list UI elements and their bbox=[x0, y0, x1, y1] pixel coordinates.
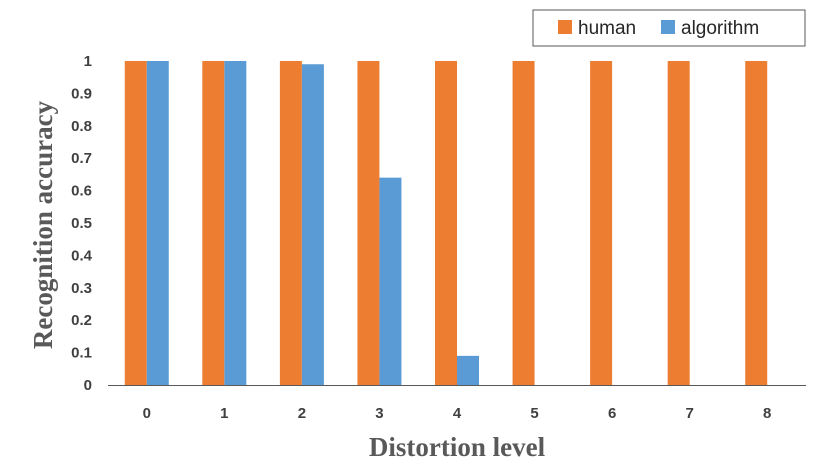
bar-human-6 bbox=[590, 61, 613, 385]
y-axis-ticks: 0 0.1 0.2 0.3 0.4 0.5 0.6 0.7 0.8 0.9 1 bbox=[71, 53, 93, 394]
x-tick-label: 6 bbox=[608, 405, 616, 422]
x-axis-title: Distortion level bbox=[369, 432, 546, 462]
x-tick-label: 3 bbox=[375, 405, 383, 422]
y-tick-label: 0.5 bbox=[71, 215, 92, 232]
bar-algorithm-2 bbox=[301, 64, 324, 386]
legend-swatch-human bbox=[558, 20, 572, 34]
bar-human-4 bbox=[435, 61, 457, 385]
x-tick-label: 0 bbox=[143, 405, 151, 422]
y-tick-label: 1 bbox=[84, 53, 92, 70]
y-axis-title: Recognition accuracy bbox=[28, 100, 58, 349]
legend-swatch-algorithm bbox=[661, 20, 675, 34]
y-tick-label: 0.3 bbox=[71, 280, 92, 297]
legend-label-human: human bbox=[578, 18, 636, 39]
legend: human algorithm bbox=[532, 9, 806, 47]
bar-algorithm-0 bbox=[146, 61, 169, 385]
y-tick-label: 0.7 bbox=[71, 150, 92, 167]
legend-label-algorithm: algorithm bbox=[681, 18, 759, 39]
bar-human-1 bbox=[202, 61, 225, 385]
bar-human-7 bbox=[667, 61, 690, 385]
x-tick-label: 7 bbox=[685, 405, 693, 422]
y-tick-label: 0.4 bbox=[71, 247, 93, 264]
bar-human-0 bbox=[124, 61, 147, 385]
bar-algorithm-4 bbox=[457, 355, 479, 385]
y-tick-label: 0.9 bbox=[71, 85, 92, 102]
y-tick-label: 0.2 bbox=[71, 312, 92, 329]
bar-human-3 bbox=[357, 61, 380, 385]
x-tick-label: 4 bbox=[453, 405, 462, 422]
bar-human-2 bbox=[279, 61, 302, 385]
y-tick-label: 0 bbox=[84, 377, 92, 394]
bar-algorithm-3 bbox=[379, 177, 402, 385]
y-tick-label: 0.8 bbox=[71, 118, 92, 135]
x-tick-label: 8 bbox=[763, 405, 771, 422]
bar-human-5 bbox=[512, 61, 535, 385]
y-tick-label: 0.1 bbox=[71, 345, 92, 362]
x-axis-ticks: 0 1 2 3 4 5 6 7 8 bbox=[143, 405, 772, 422]
x-tick-label: 5 bbox=[530, 405, 538, 422]
x-tick-label: 1 bbox=[220, 405, 228, 422]
bar-human-8 bbox=[745, 61, 768, 385]
x-tick-label: 2 bbox=[298, 405, 306, 422]
bar-algorithm-1 bbox=[224, 61, 247, 385]
bars-group bbox=[124, 61, 768, 386]
y-tick-label: 0.6 bbox=[71, 183, 92, 200]
